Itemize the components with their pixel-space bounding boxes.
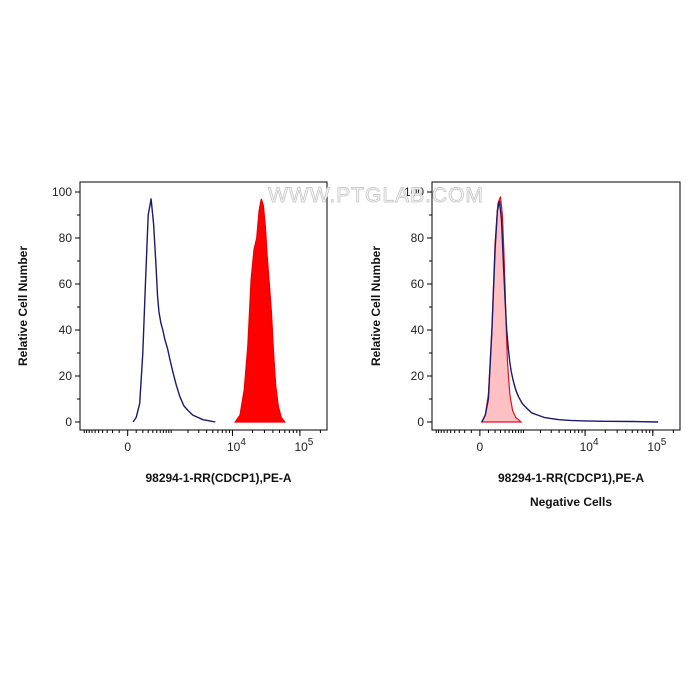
y-axis-title: Relative Cell Number xyxy=(369,246,383,366)
y-tick-label: 20 xyxy=(411,369,425,383)
y-tick-label: 100 xyxy=(52,185,72,199)
y-tick-label: 60 xyxy=(411,277,425,291)
panel-caption: Negative Cells xyxy=(530,495,612,509)
histogram-stained-area xyxy=(234,198,287,423)
plot-frame xyxy=(431,181,681,431)
histogram-panel-2: 0 20 40 60 80 100 0 104 105 Relative Cell Number 9… xyxy=(369,181,681,509)
x-axis-title: 98294-1-RR(CDCP1),PE-A xyxy=(145,471,291,485)
watermark-text: WWW.PTGLAB.COM xyxy=(268,184,484,207)
histogram-stained-line xyxy=(481,200,659,423)
x-tick-label: 0 xyxy=(124,440,131,454)
y-tick-label: 40 xyxy=(59,323,73,337)
y-tick-label: 100 xyxy=(404,185,424,199)
x-tick-label: 104 xyxy=(580,437,599,454)
histogram-panel-1: 0 20 40 60 80 100 0 104 105 Relative Cell Number 9… xyxy=(16,181,328,485)
plot-frame xyxy=(79,181,328,431)
y-tick-label: 40 xyxy=(411,323,425,337)
y-tick-label: 0 xyxy=(65,415,72,429)
y-tick-label: 80 xyxy=(411,231,425,245)
y-axis-title: Relative Cell Number xyxy=(16,246,30,366)
x-tick-label: 0 xyxy=(477,440,484,454)
x-tick-label: 105 xyxy=(647,437,666,454)
y-tick-label: 20 xyxy=(59,369,73,383)
y-tick-label: 60 xyxy=(59,277,73,291)
x-tick-label: 104 xyxy=(227,437,246,454)
y-tick-label: 80 xyxy=(59,231,73,245)
histogram-control-line xyxy=(132,198,216,423)
y-tick-label: 0 xyxy=(417,415,424,429)
x-tick-label: 105 xyxy=(294,437,313,454)
x-axis-title: 98294-1-RR(CDCP1),PE-A xyxy=(498,471,644,485)
